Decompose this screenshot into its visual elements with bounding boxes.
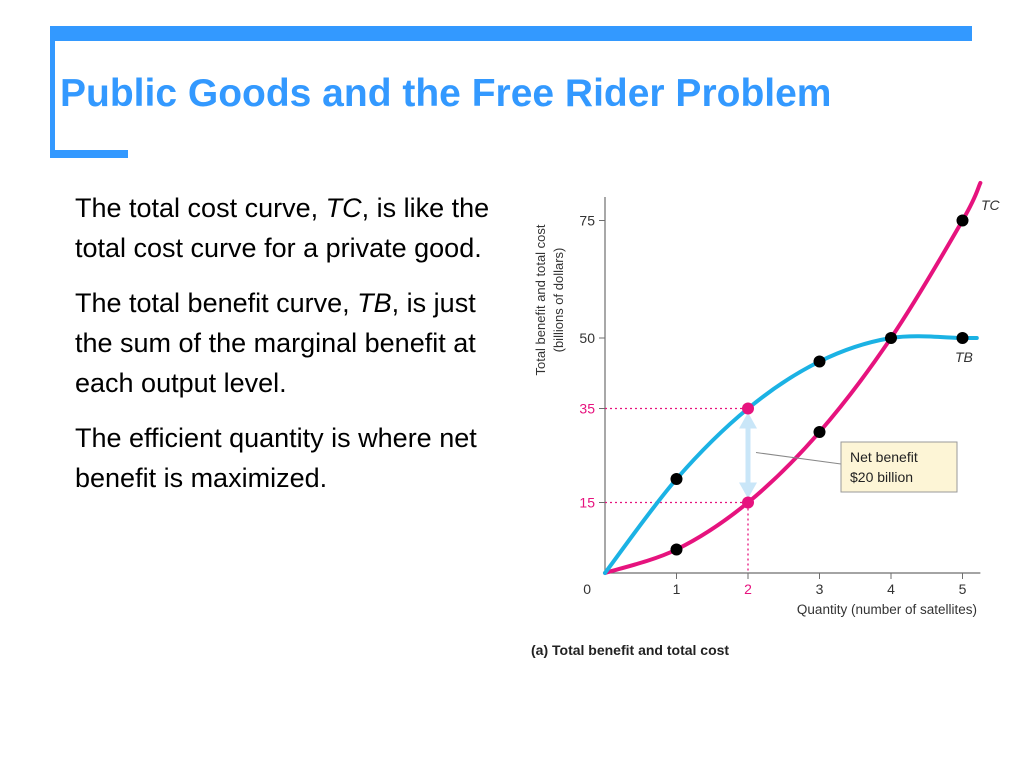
header-accent-underline (50, 150, 128, 158)
x-tick-label: 3 (816, 581, 824, 597)
data-point-tc (670, 543, 683, 556)
paragraph-tc: The total cost curve, TC, is like the to… (75, 188, 500, 268)
paragraph-emphasis: TC (325, 193, 362, 223)
annotation-line-1: Net benefit (850, 449, 918, 465)
header-accent-bar (50, 26, 972, 41)
data-point-tc (956, 214, 969, 227)
y-tick-label: 75 (579, 213, 595, 229)
annotation-line-2: $20 billion (850, 469, 913, 485)
y-tick-label: 50 (579, 330, 595, 346)
data-point-tb (813, 355, 826, 368)
paragraph-text: The total cost curve, (75, 193, 326, 223)
paragraph-efficient: The efficient quantity is where net bene… (75, 418, 500, 498)
y-axis-title-line-2: (billions of dollars) (551, 248, 566, 353)
y-axis-title-line-1: Total benefit and total cost (533, 224, 548, 375)
chart-caption: (a) Total benefit and total cost (531, 642, 729, 658)
x-tick-label: 2 (744, 581, 752, 597)
x-tick-label: 5 (959, 581, 967, 597)
data-point-tb (885, 332, 897, 344)
x-axis-title: Quantity (number of satellites) (797, 602, 977, 617)
x-tick-label: 1 (673, 581, 681, 597)
series-label-tb: TB (955, 349, 973, 365)
y-tick-label: 35 (579, 401, 595, 417)
paragraph-tb: The total benefit curve, TB, is just the… (75, 283, 500, 403)
y-tick-label: 15 (579, 495, 595, 511)
highlight-point (742, 496, 754, 509)
body-text: The total cost curve, TC, is like the to… (75, 188, 500, 513)
chart-container: 1 2 3 4 5 15 35 50 75 0 Net benefit $20 billion TC TB… (505, 180, 1015, 675)
highlight-point (742, 402, 754, 415)
net-benefit-arrow-head-down (739, 482, 757, 499)
net-benefit-arrow-head-up (739, 412, 757, 429)
annotation-leader-line (755, 452, 842, 465)
header-accent-left-bar (50, 26, 55, 158)
paragraph-emphasis: TB (357, 288, 392, 318)
data-point-tb (956, 332, 969, 344)
annotation-box (840, 441, 958, 493)
total-benefit-cost-chart: 1 2 3 4 5 15 35 50 75 0 Net benefit $20 billion TC TB… (531, 180, 1001, 658)
slide-title: Public Goods and the Free Rider Problem (60, 72, 832, 115)
x-tick-label: 4 (887, 581, 895, 597)
paragraph-text: The total benefit curve, (75, 288, 358, 318)
data-point-tc (813, 426, 826, 438)
origin-label: 0 (583, 581, 591, 597)
data-point-tb (670, 473, 683, 485)
paragraph-text: , is just the sum of the marginal benefi… (75, 288, 476, 398)
paragraph-text: The efficient quantity is where net bene… (75, 423, 477, 493)
series-label-tc: TC (981, 197, 1001, 213)
paragraph-text: , is like the total cost curve for a pri… (75, 193, 490, 263)
